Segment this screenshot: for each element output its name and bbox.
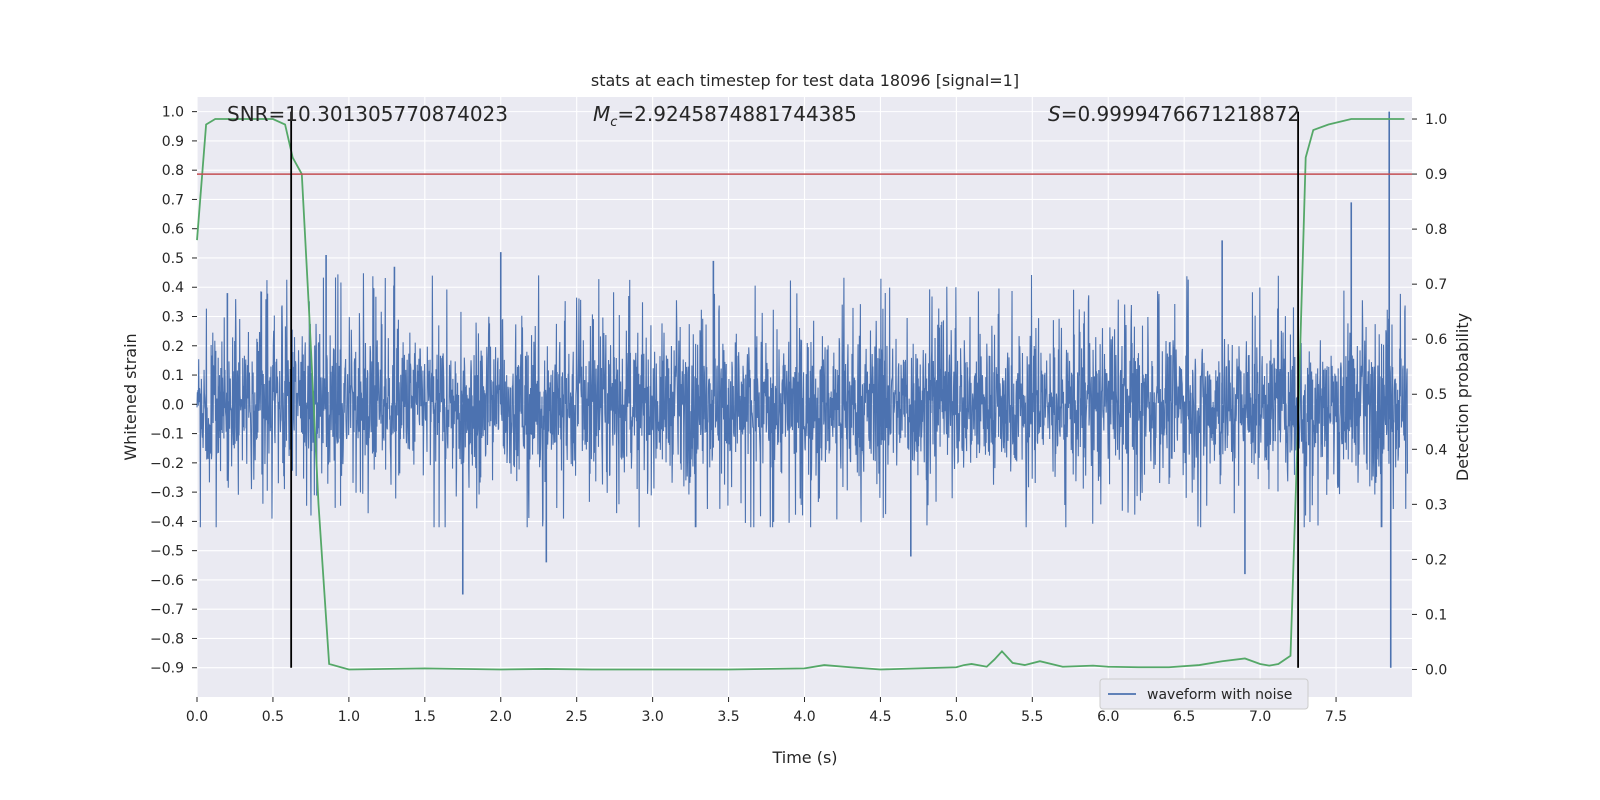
y2-tick-label: 1.0 [1425,112,1447,128]
y2-tick-label: 0.2 [1425,552,1447,568]
x-tick-label: 0.5 [262,709,284,725]
axes: 0.0 0.5 1.0 1.5 2.0 2.5 3.0 3.5 4.0 4.5 5.0 5.5 6.0 6… [150,105,1447,725]
x-tick-label: 4.0 [793,709,815,725]
x-tick-label: 3.0 [641,709,663,725]
x-tick-label: 6.5 [1173,709,1195,725]
y-tick-label: 0.6 [162,222,184,238]
y2-tick-label: 0.1 [1425,607,1447,623]
x-tick-label: 7.0 [1249,709,1271,725]
score-annotation: S=0.9999476671218872 [1048,102,1300,126]
y2-tick-label: 0.6 [1425,332,1447,348]
legend: waveform with noise [1099,678,1309,710]
x-tick-label: 3.5 [717,709,739,725]
y-tick-label: 1.0 [162,105,184,121]
reference-lines [197,111,1412,668]
y2-tick-label: 0.9 [1425,167,1447,183]
x-tick-label: 1.5 [414,709,436,725]
y-axis-title: Whitened strain [121,333,140,460]
y-tick-label: 0.4 [162,280,184,296]
y-tick-label: 0.5 [162,251,184,267]
y-tick-label: 0.1 [162,368,184,384]
y-tick-label: 0.8 [162,163,184,179]
waveform-line [196,273,1408,528]
x-tick-label: 5.5 [1021,709,1043,725]
score-symbol: S [1048,102,1061,126]
y-tick-label: 0.7 [162,192,184,208]
y-tick-label: −0.9 [150,661,184,677]
y-tick-label: −0.7 [150,602,184,618]
y2-tick-label: 0.0 [1425,662,1447,678]
y2-tick-label: 0.5 [1425,387,1447,403]
waveform-series [196,111,1408,668]
x-tick-label: 5.0 [945,709,967,725]
y-tick-label: −0.5 [150,544,184,560]
x-tick-label: 7.5 [1325,709,1347,725]
y2-tick-label: 0.8 [1425,222,1447,238]
y2-axis-title: Detection probability [1453,313,1472,481]
x-tick-label: 2.5 [566,709,588,725]
score-value: =0.9999476671218872 [1061,102,1300,126]
probability-series [196,118,1405,671]
y-tick-label: 0.0 [162,397,184,413]
chirp-mass-symbol: M [593,102,610,126]
x-tick-label: 0.0 [186,709,208,725]
y2-tick-label: 0.4 [1425,442,1447,458]
legend-box [1099,678,1309,710]
probability-line [196,118,1405,671]
y-tick-label: −0.4 [150,514,184,530]
x-tick-label: 1.0 [338,709,360,725]
y-tick-label: 0.2 [162,339,184,355]
y-tick-label: −0.6 [150,573,184,589]
chart-title: stats at each timestep for test data 180… [591,71,1019,90]
x-tick-label: 2.0 [490,709,512,725]
y2-tick-label: 0.7 [1425,277,1447,293]
y-tick-label: 0.9 [162,134,184,150]
x-tick-label: 6.0 [1097,709,1119,725]
snr-annotation: SNR=10.301305770874023 [227,102,508,126]
y-tick-label: −0.3 [150,485,184,501]
x-tick-label: 4.5 [869,709,891,725]
y-tick-label: −0.1 [150,427,184,443]
legend-label: waveform with noise [1147,687,1292,703]
y2-tick-label: 0.3 [1425,497,1447,513]
y-tick-label: −0.2 [150,456,184,472]
chirp-mass-annotation: Mc=2.9245874881744385 [593,102,857,130]
chirp-mass-value: =2.9245874881744385 [617,102,856,126]
y-tick-label: −0.8 [150,631,184,647]
y-tick-label: 0.3 [162,310,184,326]
chirp-mass-subscript: c [610,115,617,130]
x-axis-title: Time (s) [771,748,837,767]
